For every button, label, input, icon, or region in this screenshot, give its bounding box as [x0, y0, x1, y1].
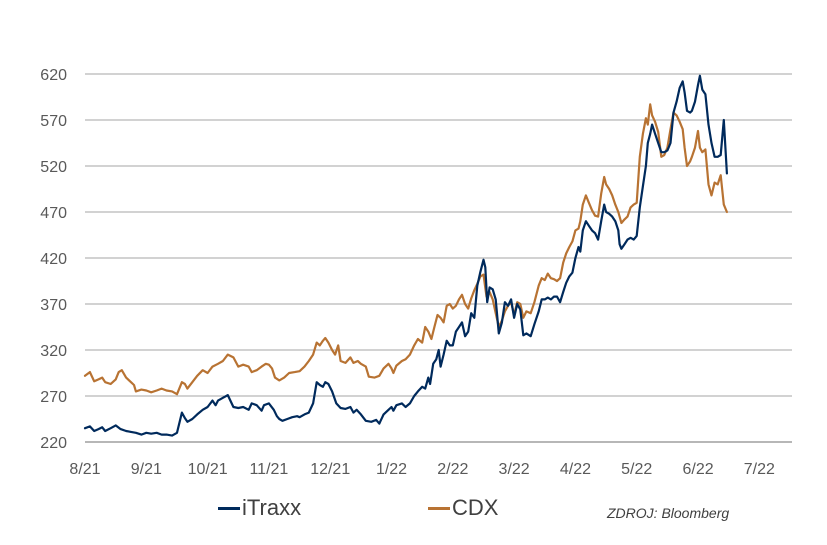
x-tick-label: 12/21	[310, 461, 350, 478]
x-tick-label: 9/21	[131, 461, 162, 478]
x-tick-label: 7/22	[744, 461, 775, 478]
x-tick-label: 4/22	[560, 461, 591, 478]
x-tick-label: 8/21	[69, 461, 100, 478]
x-tick-label: 10/21	[188, 461, 228, 478]
y-tick-label: 620	[40, 67, 67, 84]
y-tick-label: 520	[40, 159, 67, 176]
x-tick-label: 5/22	[621, 461, 652, 478]
x-axis-tick-labels: 8/21 9/21 10/21 11/21 12/21 1/22 2/22 3/22 4/22 5…	[69, 461, 775, 478]
y-tick-label: 420	[40, 251, 67, 268]
y-tick-label: 220	[40, 435, 67, 452]
legend-label-cdx: CDX	[452, 495, 499, 520]
series-line-itraxx	[83, 74, 728, 437]
x-tick-label: 1/22	[376, 461, 407, 478]
x-tick-label: 3/22	[499, 461, 530, 478]
x-tick-label: 2/22	[437, 461, 468, 478]
y-tick-label: 320	[40, 343, 67, 360]
gridlines	[85, 73, 792, 443]
legend-swatch-itraxx	[218, 506, 240, 510]
legend-label-itraxx: iTraxx	[242, 495, 302, 520]
series-lines	[83, 74, 728, 437]
x-tick-label: 6/22	[682, 461, 713, 478]
source-note: ZDROJ: Bloomberg	[607, 505, 730, 521]
y-tick-label: 470	[40, 205, 67, 222]
series-line-cdx	[83, 103, 728, 396]
y-tick-label: 270	[40, 389, 67, 406]
legend-item-itraxx: iTraxx	[218, 495, 301, 521]
y-tick-label: 370	[40, 297, 67, 314]
legend-swatch-cdx	[428, 506, 450, 510]
legend-item-cdx: CDX	[428, 495, 498, 521]
y-axis-tick-labels: 220 270 320 370 420 470 520 570 620	[40, 67, 67, 452]
y-tick-label: 570	[40, 113, 67, 130]
x-tick-label: 11/21	[249, 461, 288, 478]
